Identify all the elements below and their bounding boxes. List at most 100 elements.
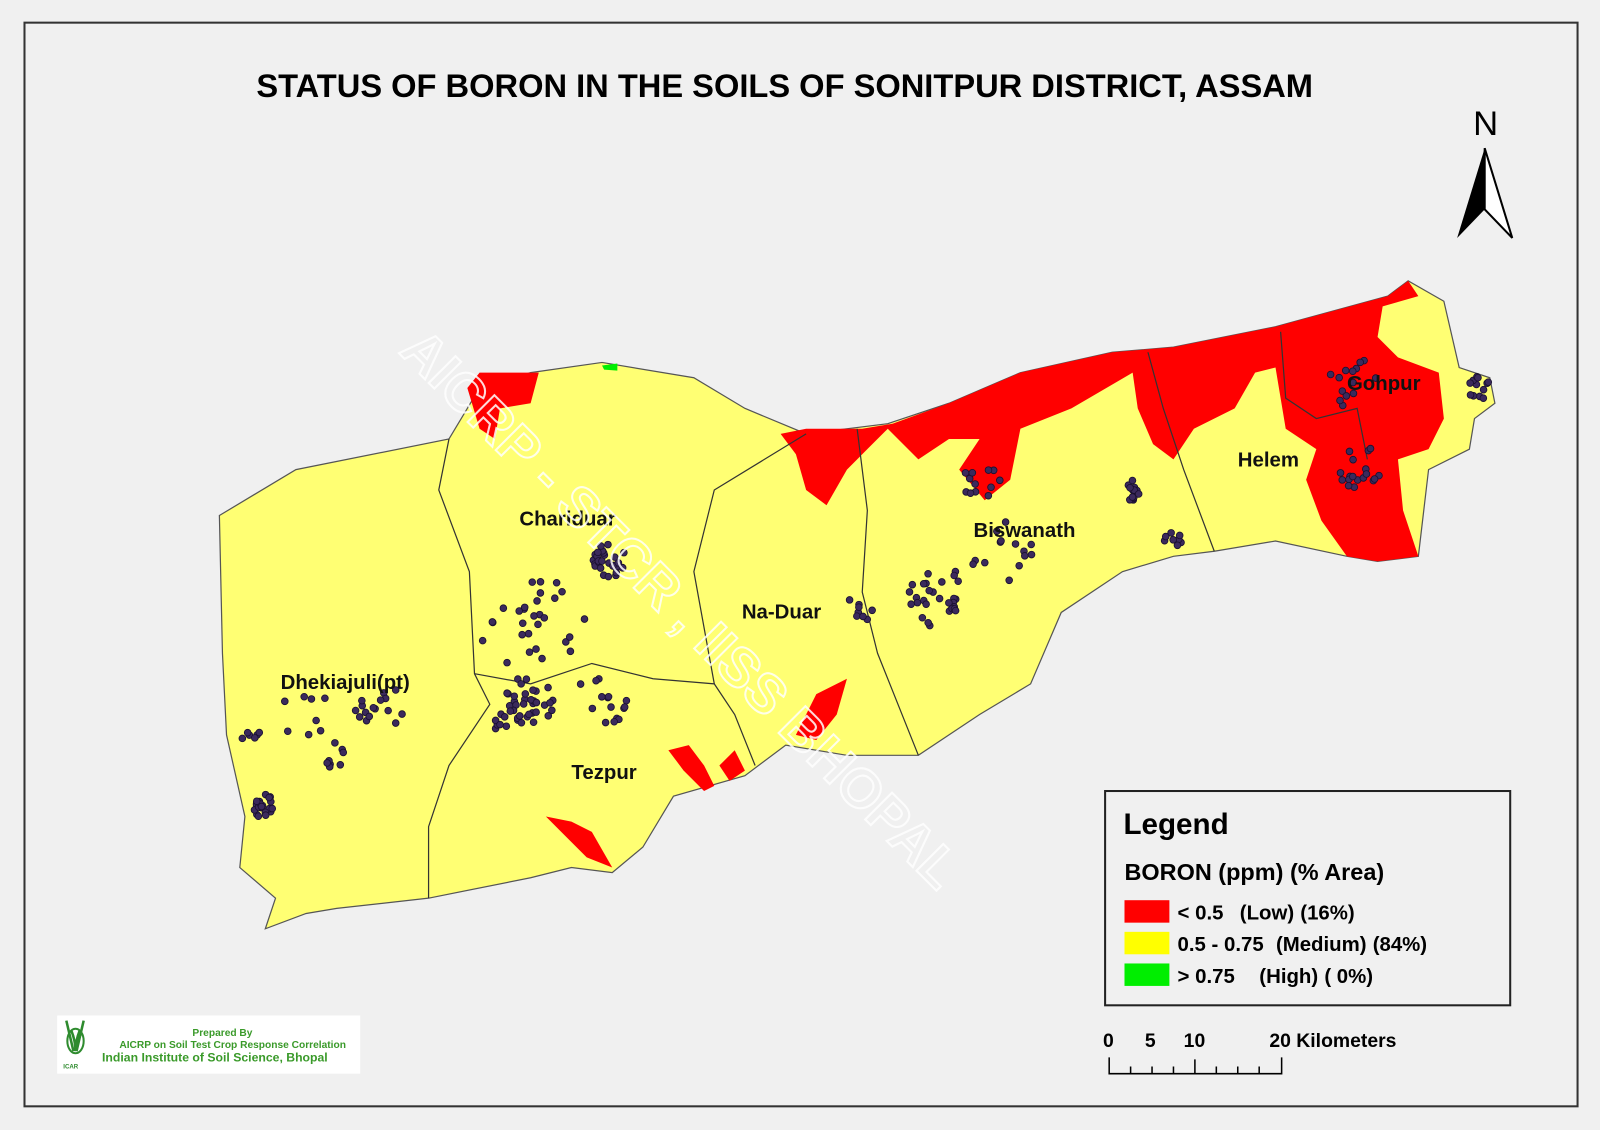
sample-point (358, 696, 366, 705)
scale-label: 5 (1145, 1030, 1156, 1052)
sample-point (971, 480, 979, 488)
sample-point (1167, 529, 1175, 537)
sample-point (566, 647, 575, 656)
north-arrow-icon: N (1457, 105, 1514, 239)
sample-point (922, 600, 930, 608)
sample-point (524, 629, 533, 638)
sample-point (257, 802, 266, 811)
place-label-tezpur: Tezpur (571, 762, 636, 784)
svg-text:0.5 - 0.75(Medium)(84%): 0.5 - 0.75 (Medium) (84%) (1178, 934, 1428, 956)
sample-point (532, 698, 541, 707)
sample-point (1027, 550, 1036, 559)
sample-point (312, 716, 320, 725)
sample-points (238, 356, 1493, 821)
sample-point (592, 676, 600, 685)
legend-title: Legend (1123, 808, 1228, 841)
sample-point (611, 553, 619, 561)
sample-point (540, 614, 549, 622)
sample-point (307, 695, 316, 703)
sample-point (845, 596, 854, 604)
sample-point (1344, 481, 1353, 490)
sample-point (369, 703, 378, 712)
legend-swatch-high (1124, 963, 1170, 986)
sample-point (496, 720, 504, 729)
sample-point (502, 722, 511, 731)
place-labels: Chariduar Dhekiajuli(pt) Tezpur Na-Duar … (281, 373, 1421, 784)
map-title: STATUS OF BORON IN THE SOILS OF SONITPUR… (256, 67, 1313, 104)
sample-point (607, 703, 615, 711)
sample-point (552, 578, 561, 587)
sample-point (530, 612, 538, 620)
sample-point (925, 586, 933, 595)
sample-point (924, 618, 932, 627)
sample-point (961, 469, 970, 477)
sample-point (268, 804, 277, 813)
sample-point (918, 613, 927, 622)
legend-subtitle: BORON (ppm) (% Area) (1124, 859, 1384, 885)
sample-point (596, 564, 605, 572)
sample-point (1335, 373, 1343, 382)
sample-point (604, 540, 612, 549)
sample-point (969, 560, 977, 568)
sample-point (304, 730, 313, 739)
sample-point (859, 612, 867, 621)
sample-point (938, 578, 946, 586)
sample-point (546, 699, 554, 707)
sample-point (996, 476, 1004, 485)
logo-text: ICAR (63, 1064, 79, 1071)
sample-point (243, 728, 252, 737)
sample-point (488, 618, 497, 626)
sample-point (1001, 518, 1010, 526)
sample-point (908, 580, 917, 589)
legend-swatch-low (1124, 900, 1170, 923)
sample-point (1466, 379, 1474, 387)
sample-point (376, 696, 385, 704)
sample-point (907, 600, 915, 608)
place-label-na-duar: Na-Duar (742, 602, 821, 624)
sample-point (516, 712, 524, 720)
sample-point (601, 718, 610, 727)
sample-point (1011, 540, 1020, 548)
high-boron-area (602, 363, 618, 371)
sample-point (503, 658, 511, 667)
sample-point (1366, 444, 1375, 453)
sample-point (255, 728, 264, 737)
sample-point (1484, 378, 1493, 386)
sample-point (1175, 531, 1184, 540)
sample-point (1356, 358, 1364, 367)
sample-point (1370, 475, 1379, 483)
sample-point (1128, 493, 1137, 501)
sample-point (935, 594, 944, 603)
scale-label: 10 (1184, 1030, 1206, 1052)
sample-point (1349, 389, 1358, 398)
svg-text:> 0.75(High)( 0%): > 0.75 (High)( 0%) (1178, 966, 1373, 988)
sample-point (254, 812, 263, 821)
sample-point (252, 797, 261, 806)
sample-point (868, 606, 876, 615)
sample-point (1338, 476, 1347, 484)
sample-point (300, 692, 308, 701)
place-label-chariduar: Chariduar (519, 509, 615, 531)
sample-point (238, 734, 247, 743)
sample-point (515, 607, 523, 615)
sample-point (398, 710, 406, 718)
sample-point (532, 645, 540, 653)
sample-point (506, 707, 515, 715)
sample-point (529, 686, 537, 694)
sample-point (1371, 374, 1380, 382)
sample-point (987, 483, 995, 492)
sample-point (1005, 576, 1013, 585)
sample-point (855, 603, 863, 611)
sample-point (323, 759, 331, 767)
legend-item-medium: 0.5 - 0.75 (Medium) (84%) (1124, 931, 1428, 956)
icar-logo-icon: ICAR (63, 1020, 85, 1071)
sample-point (618, 564, 627, 572)
sample-point (984, 491, 993, 500)
sample-point (499, 604, 508, 612)
credit-box: ICAR Prepared By AICRP on Soil Test Crop… (57, 1015, 361, 1074)
sample-point (336, 761, 345, 769)
sample-point (522, 675, 531, 683)
scale-label: 0 (1103, 1030, 1114, 1052)
scale-label: 20 Kilometers (1269, 1030, 1396, 1052)
sample-point (544, 712, 553, 720)
